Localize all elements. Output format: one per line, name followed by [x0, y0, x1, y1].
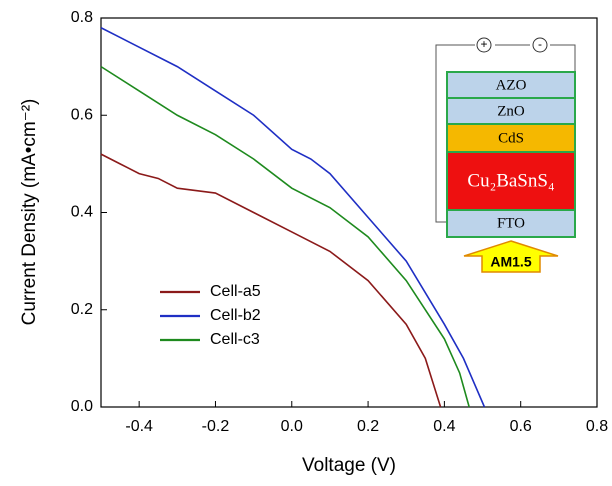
y-tick-label: 0.2	[71, 301, 93, 318]
data-line	[100, 153, 442, 408]
x-tick-label: 0.0	[281, 418, 303, 435]
legend-label: Cell-a5	[210, 283, 261, 300]
inset-diagram: + - AZO ZnO CdS Cu₂BaSnS₄ FTO AM1.5	[435, 37, 576, 273]
light-arrow	[463, 240, 559, 273]
light-label: AM1.5	[490, 254, 531, 270]
terminal	[532, 37, 548, 53]
y-tick-label: 0.4	[71, 204, 93, 221]
x-axis-label: Voltage (V)	[302, 455, 396, 476]
x-tick-label: 0.4	[433, 418, 455, 435]
layer-label: FTO	[497, 215, 525, 231]
y-tick-label: 0.6	[71, 106, 93, 123]
y-axis-label: Current Density (mA•cm⁻²)	[19, 99, 40, 326]
x-tick-label: -0.4	[125, 418, 153, 435]
data-line	[100, 27, 486, 408]
layer-label: ZnO	[497, 103, 525, 119]
layer	[446, 151, 576, 211]
layer	[446, 209, 576, 238]
y-tick-label: 0.8	[71, 9, 93, 26]
wire	[435, 44, 475, 223]
x-tick-label: 0.2	[357, 418, 379, 435]
x-tick-label: 0.8	[586, 418, 608, 435]
layer	[446, 97, 576, 125]
x-tick-label: -0.2	[202, 418, 230, 435]
terminal-label: -	[538, 37, 542, 51]
data-line	[100, 65, 470, 408]
y-tick-label: 0.0	[71, 398, 93, 415]
legend-label: Cell-b2	[210, 307, 261, 324]
x-tick-label: 0.6	[510, 418, 532, 435]
wire	[550, 44, 576, 72]
legend-label: Cell-c3	[210, 331, 260, 348]
layer-label: CdS	[498, 130, 524, 146]
layer	[446, 123, 576, 153]
layer-label: AZO	[496, 77, 527, 93]
layer-label: Cu₂BaSnS₄	[467, 170, 554, 191]
terminal-label: +	[480, 37, 487, 51]
terminal	[476, 37, 492, 53]
